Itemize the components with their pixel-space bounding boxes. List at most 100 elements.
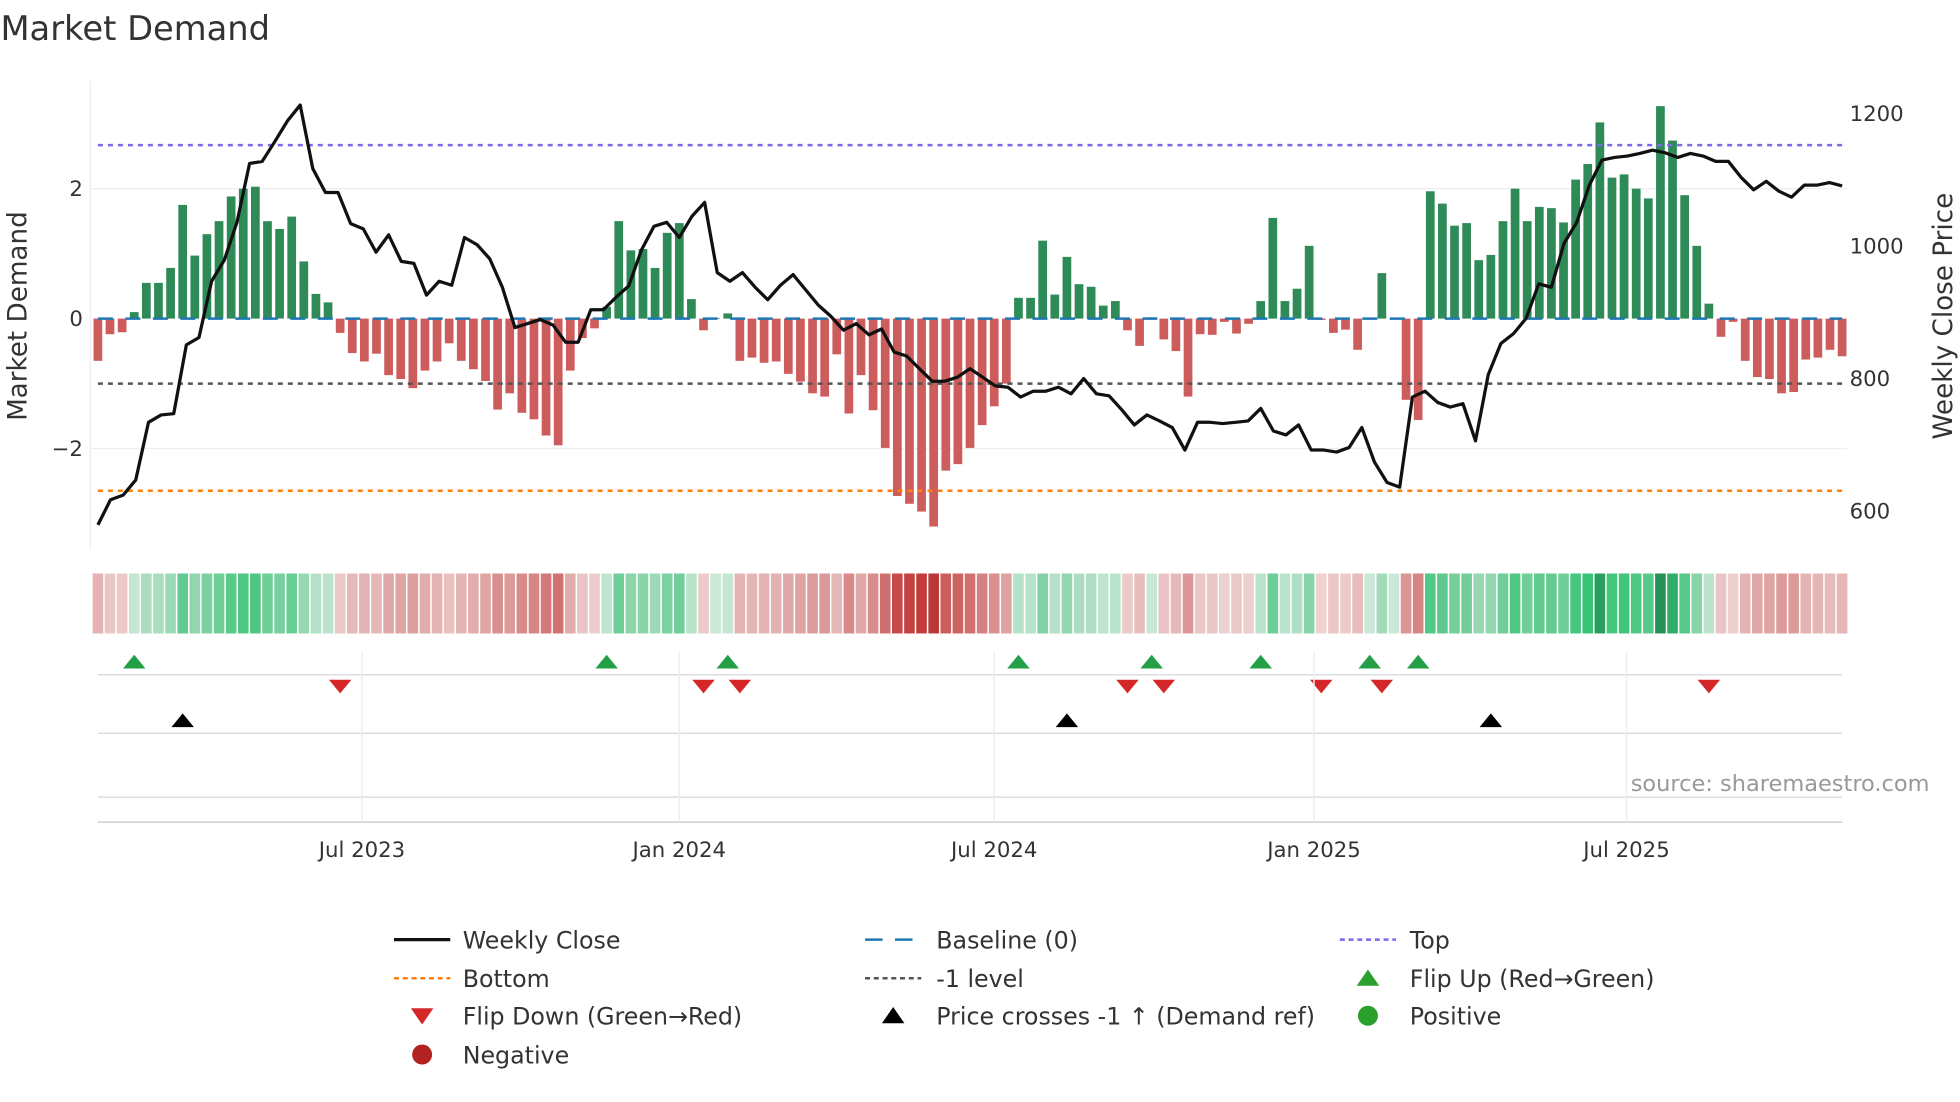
strip-cell xyxy=(1061,573,1073,634)
demand-bar xyxy=(1789,318,1799,393)
strip-cell xyxy=(528,573,540,634)
strip-cell xyxy=(274,573,285,634)
legend-triangle-up-icon xyxy=(1356,969,1380,986)
demand-bar xyxy=(1656,106,1665,319)
strip-cell xyxy=(1594,573,1606,634)
strip-cell xyxy=(637,573,649,634)
flip-down-marker xyxy=(1310,679,1333,694)
strip-cell xyxy=(104,573,116,634)
strip-cell xyxy=(831,573,843,634)
legend-triangle-down-icon xyxy=(410,1008,434,1025)
strip-cell xyxy=(1449,573,1460,634)
legend-label: Flip Down (Green→Red) xyxy=(463,1003,742,1031)
strip-cell xyxy=(419,573,431,634)
y2-tick-label: 600 xyxy=(1850,500,1891,525)
strip-cell xyxy=(1424,573,1436,634)
demand-bar xyxy=(226,196,236,319)
flip-down-marker xyxy=(1116,679,1139,694)
demand-bar xyxy=(1232,318,1241,334)
demand-bar xyxy=(1050,294,1060,319)
price-cross-marker xyxy=(1055,713,1079,728)
strip-cell xyxy=(1715,573,1727,634)
strip-cell xyxy=(334,573,346,634)
demand-bar xyxy=(1038,240,1048,319)
strip-cell xyxy=(1110,573,1121,634)
flip-up-marker xyxy=(1007,654,1030,669)
demand-bar xyxy=(796,318,805,382)
demand-bar xyxy=(856,318,866,376)
flip-up-marker xyxy=(595,654,618,669)
strip-cell xyxy=(1485,573,1497,634)
strip-cell xyxy=(904,573,915,634)
demand-bar xyxy=(469,318,478,370)
strip-cell xyxy=(480,573,491,634)
demand-bar xyxy=(1207,318,1217,335)
demand-bar xyxy=(687,299,696,319)
legend-circle-icon xyxy=(412,1044,433,1065)
demand-bar xyxy=(1607,177,1617,319)
demand-bar xyxy=(1571,179,1580,319)
demand-bar xyxy=(590,318,599,329)
strip-cell xyxy=(1231,573,1242,634)
strip-cell xyxy=(746,573,758,634)
strip-cell xyxy=(1412,573,1424,634)
price-cross-marker xyxy=(171,713,194,728)
strip-cell xyxy=(1618,573,1630,634)
chart-title: Market Demand xyxy=(0,9,270,48)
strip-cell xyxy=(1049,573,1061,634)
strip-cell xyxy=(1158,573,1170,634)
demand-bar xyxy=(1074,284,1084,319)
y2-tick-label: 800 xyxy=(1850,367,1891,392)
demand-bar xyxy=(420,318,430,371)
demand-bar xyxy=(202,234,212,319)
flip-down-marker xyxy=(728,679,752,694)
demand-bar xyxy=(505,318,515,394)
price-cross-marker xyxy=(1479,713,1503,728)
strip-cell xyxy=(322,573,334,634)
y-tick-label: 2 xyxy=(69,177,83,202)
strip-cell xyxy=(1824,573,1836,634)
strip-cell xyxy=(601,573,612,634)
strip-cell xyxy=(1134,573,1145,634)
demand-bar xyxy=(166,267,175,319)
strip-cell xyxy=(589,573,600,634)
demand-bar xyxy=(129,312,139,319)
strip-cell xyxy=(504,573,516,634)
strip-cell xyxy=(1582,573,1594,634)
y-tick-label: −2 xyxy=(52,437,83,462)
demand-bar xyxy=(372,318,381,354)
strip-cell xyxy=(867,573,879,634)
y2-tick-label: 1200 xyxy=(1850,102,1904,127)
demand-bar xyxy=(953,318,963,465)
strip-cell xyxy=(1291,573,1303,634)
demand-bar xyxy=(565,318,575,371)
strip-cell xyxy=(1219,573,1230,634)
strip-cell xyxy=(298,573,310,634)
y2-tick-label: 1000 xyxy=(1850,235,1904,260)
demand-bar xyxy=(662,232,672,319)
demand-bar xyxy=(1341,318,1350,330)
demand-bar xyxy=(977,318,987,426)
strip-cell xyxy=(783,573,794,634)
strip-cell xyxy=(201,573,213,634)
flip-down-marker xyxy=(328,679,352,694)
strip-cell xyxy=(189,573,201,634)
flip-up-marker xyxy=(1140,654,1163,669)
strip-cell xyxy=(455,573,467,634)
strip-cell xyxy=(1739,573,1751,634)
legend-label: Weekly Close xyxy=(463,926,621,954)
demand-bar xyxy=(1813,318,1823,358)
strip-cell xyxy=(310,573,322,634)
demand-bar xyxy=(517,318,527,413)
demand-bar xyxy=(1534,206,1544,319)
demand-bar xyxy=(1716,318,1726,337)
reference-lines xyxy=(97,143,1843,493)
demand-bar xyxy=(1522,221,1532,319)
strip-cell xyxy=(879,573,891,634)
demand-bar xyxy=(1329,318,1338,333)
strip-cell xyxy=(92,573,104,634)
demand-bar xyxy=(384,318,393,376)
strip-cell xyxy=(1533,573,1545,634)
demand-bar xyxy=(638,249,648,319)
strip-cell xyxy=(262,573,273,634)
